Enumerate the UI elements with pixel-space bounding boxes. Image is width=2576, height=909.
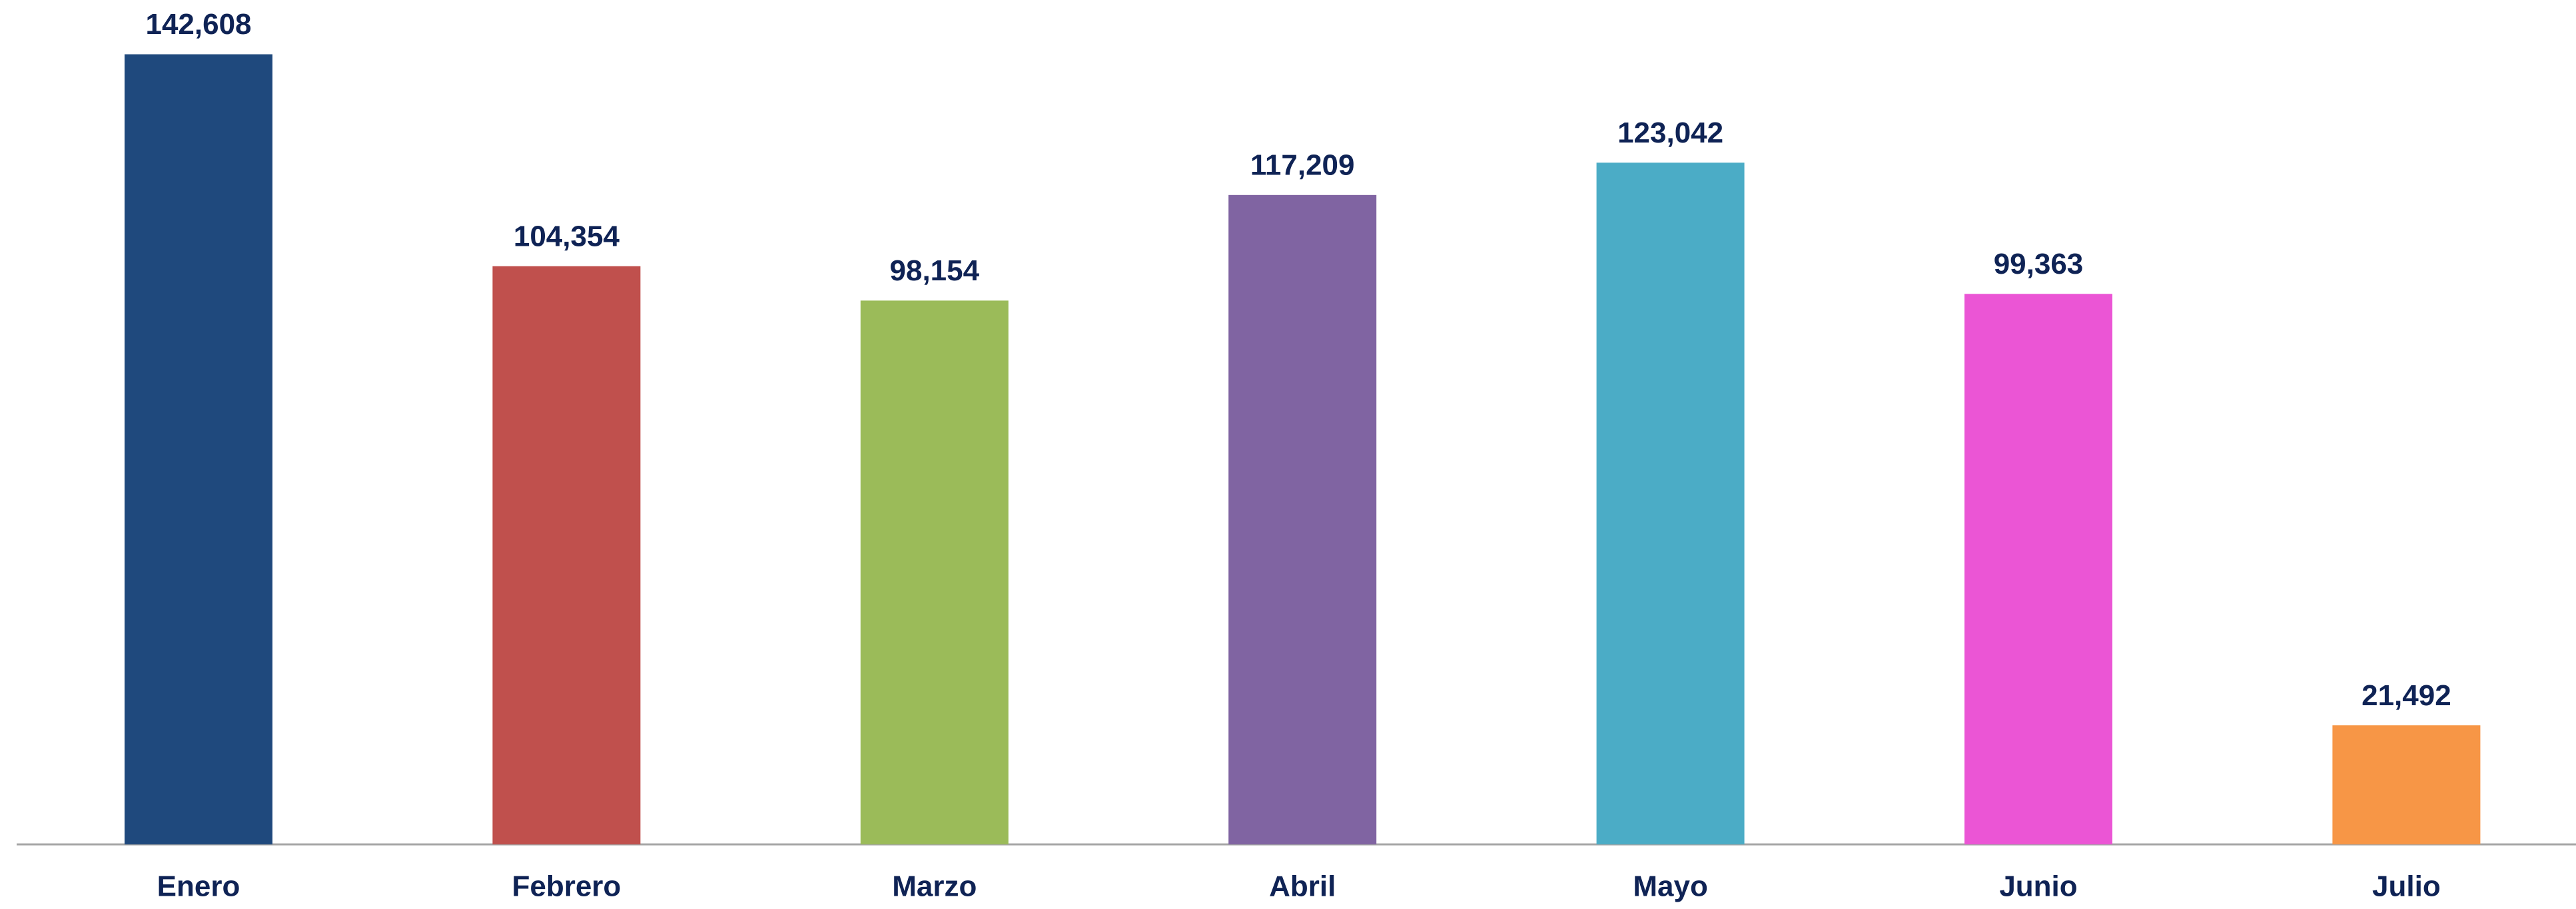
x-tick-label: Abril	[1269, 870, 1336, 903]
value-label: 98,154	[890, 254, 980, 287]
x-tick-label: Junio	[1999, 870, 2077, 903]
x-tick-label: Febrero	[512, 870, 621, 903]
value-label: 123,042	[1617, 117, 1723, 149]
value-label: 142,608	[145, 8, 251, 41]
x-tick-label: Marzo	[892, 870, 977, 903]
value-label: 99,363	[1994, 248, 2084, 280]
bar	[125, 54, 272, 844]
bar	[2332, 725, 2481, 844]
bar	[492, 266, 641, 844]
x-tick-label: Mayo	[1633, 870, 1707, 903]
value-label: 104,354	[514, 220, 620, 252]
x-tick-label: Julio	[2372, 870, 2441, 903]
bar	[1596, 162, 1745, 845]
bar	[1964, 294, 2112, 845]
bar	[1228, 194, 1377, 844]
x-tick-label: Enero	[157, 870, 240, 903]
value-label: 117,209	[1250, 149, 1355, 181]
bar	[860, 300, 1009, 844]
value-label: 21,492	[2361, 679, 2451, 712]
